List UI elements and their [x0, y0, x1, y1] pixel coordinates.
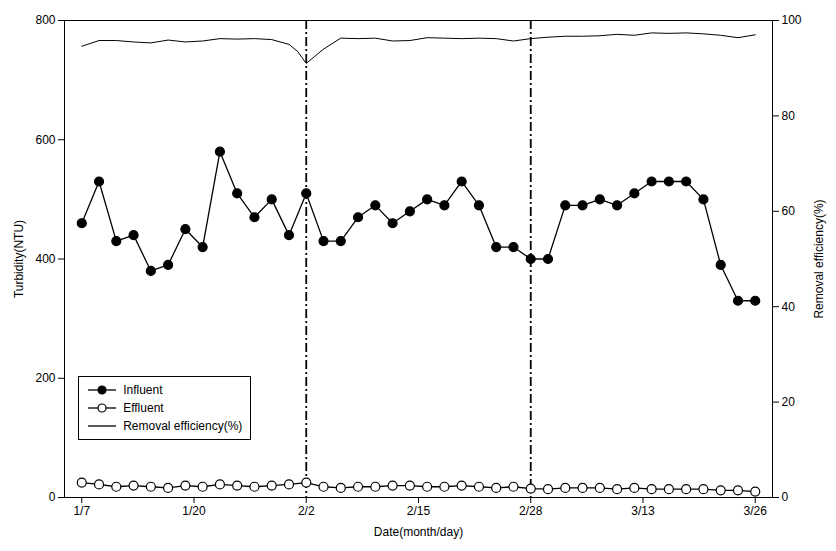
svg-text:3/13: 3/13 — [631, 504, 655, 518]
svg-text:2/15: 2/15 — [407, 504, 431, 518]
svg-text:100: 100 — [782, 13, 802, 27]
html-text:Removal efficiency(%): Removal efficiency(%) — [123, 418, 243, 433]
svg-text:0: 0 — [782, 490, 789, 504]
svg-text:Turbidity(NTU): Turbidity(NTU) — [12, 220, 26, 298]
svg-text:0: 0 — [49, 490, 56, 504]
svg-text:Date(month/day): Date(month/day) — [374, 525, 463, 539]
svg-text:20: 20 — [782, 395, 796, 409]
svg-text:3/26: 3/26 — [744, 504, 768, 518]
svg-text:800: 800 — [35, 13, 55, 27]
svg-text:600: 600 — [35, 133, 55, 147]
svg-text:40: 40 — [782, 300, 796, 314]
svg-text:400: 400 — [35, 252, 55, 266]
svg-text:2/2: 2/2 — [298, 504, 315, 518]
svg-text:Removal efficiency(%): Removal efficiency(%) — [812, 199, 826, 318]
svg-text:1/7: 1/7 — [73, 504, 90, 518]
svg-text:80: 80 — [782, 109, 796, 123]
html-text:Influent: Influent — [123, 382, 163, 397]
svg-text:200: 200 — [35, 371, 55, 385]
svg-text:60: 60 — [782, 204, 796, 218]
svg-text:2/28: 2/28 — [519, 504, 543, 518]
html-text:Effluent: Effluent — [123, 400, 164, 415]
svg-text:1/20: 1/20 — [182, 504, 206, 518]
